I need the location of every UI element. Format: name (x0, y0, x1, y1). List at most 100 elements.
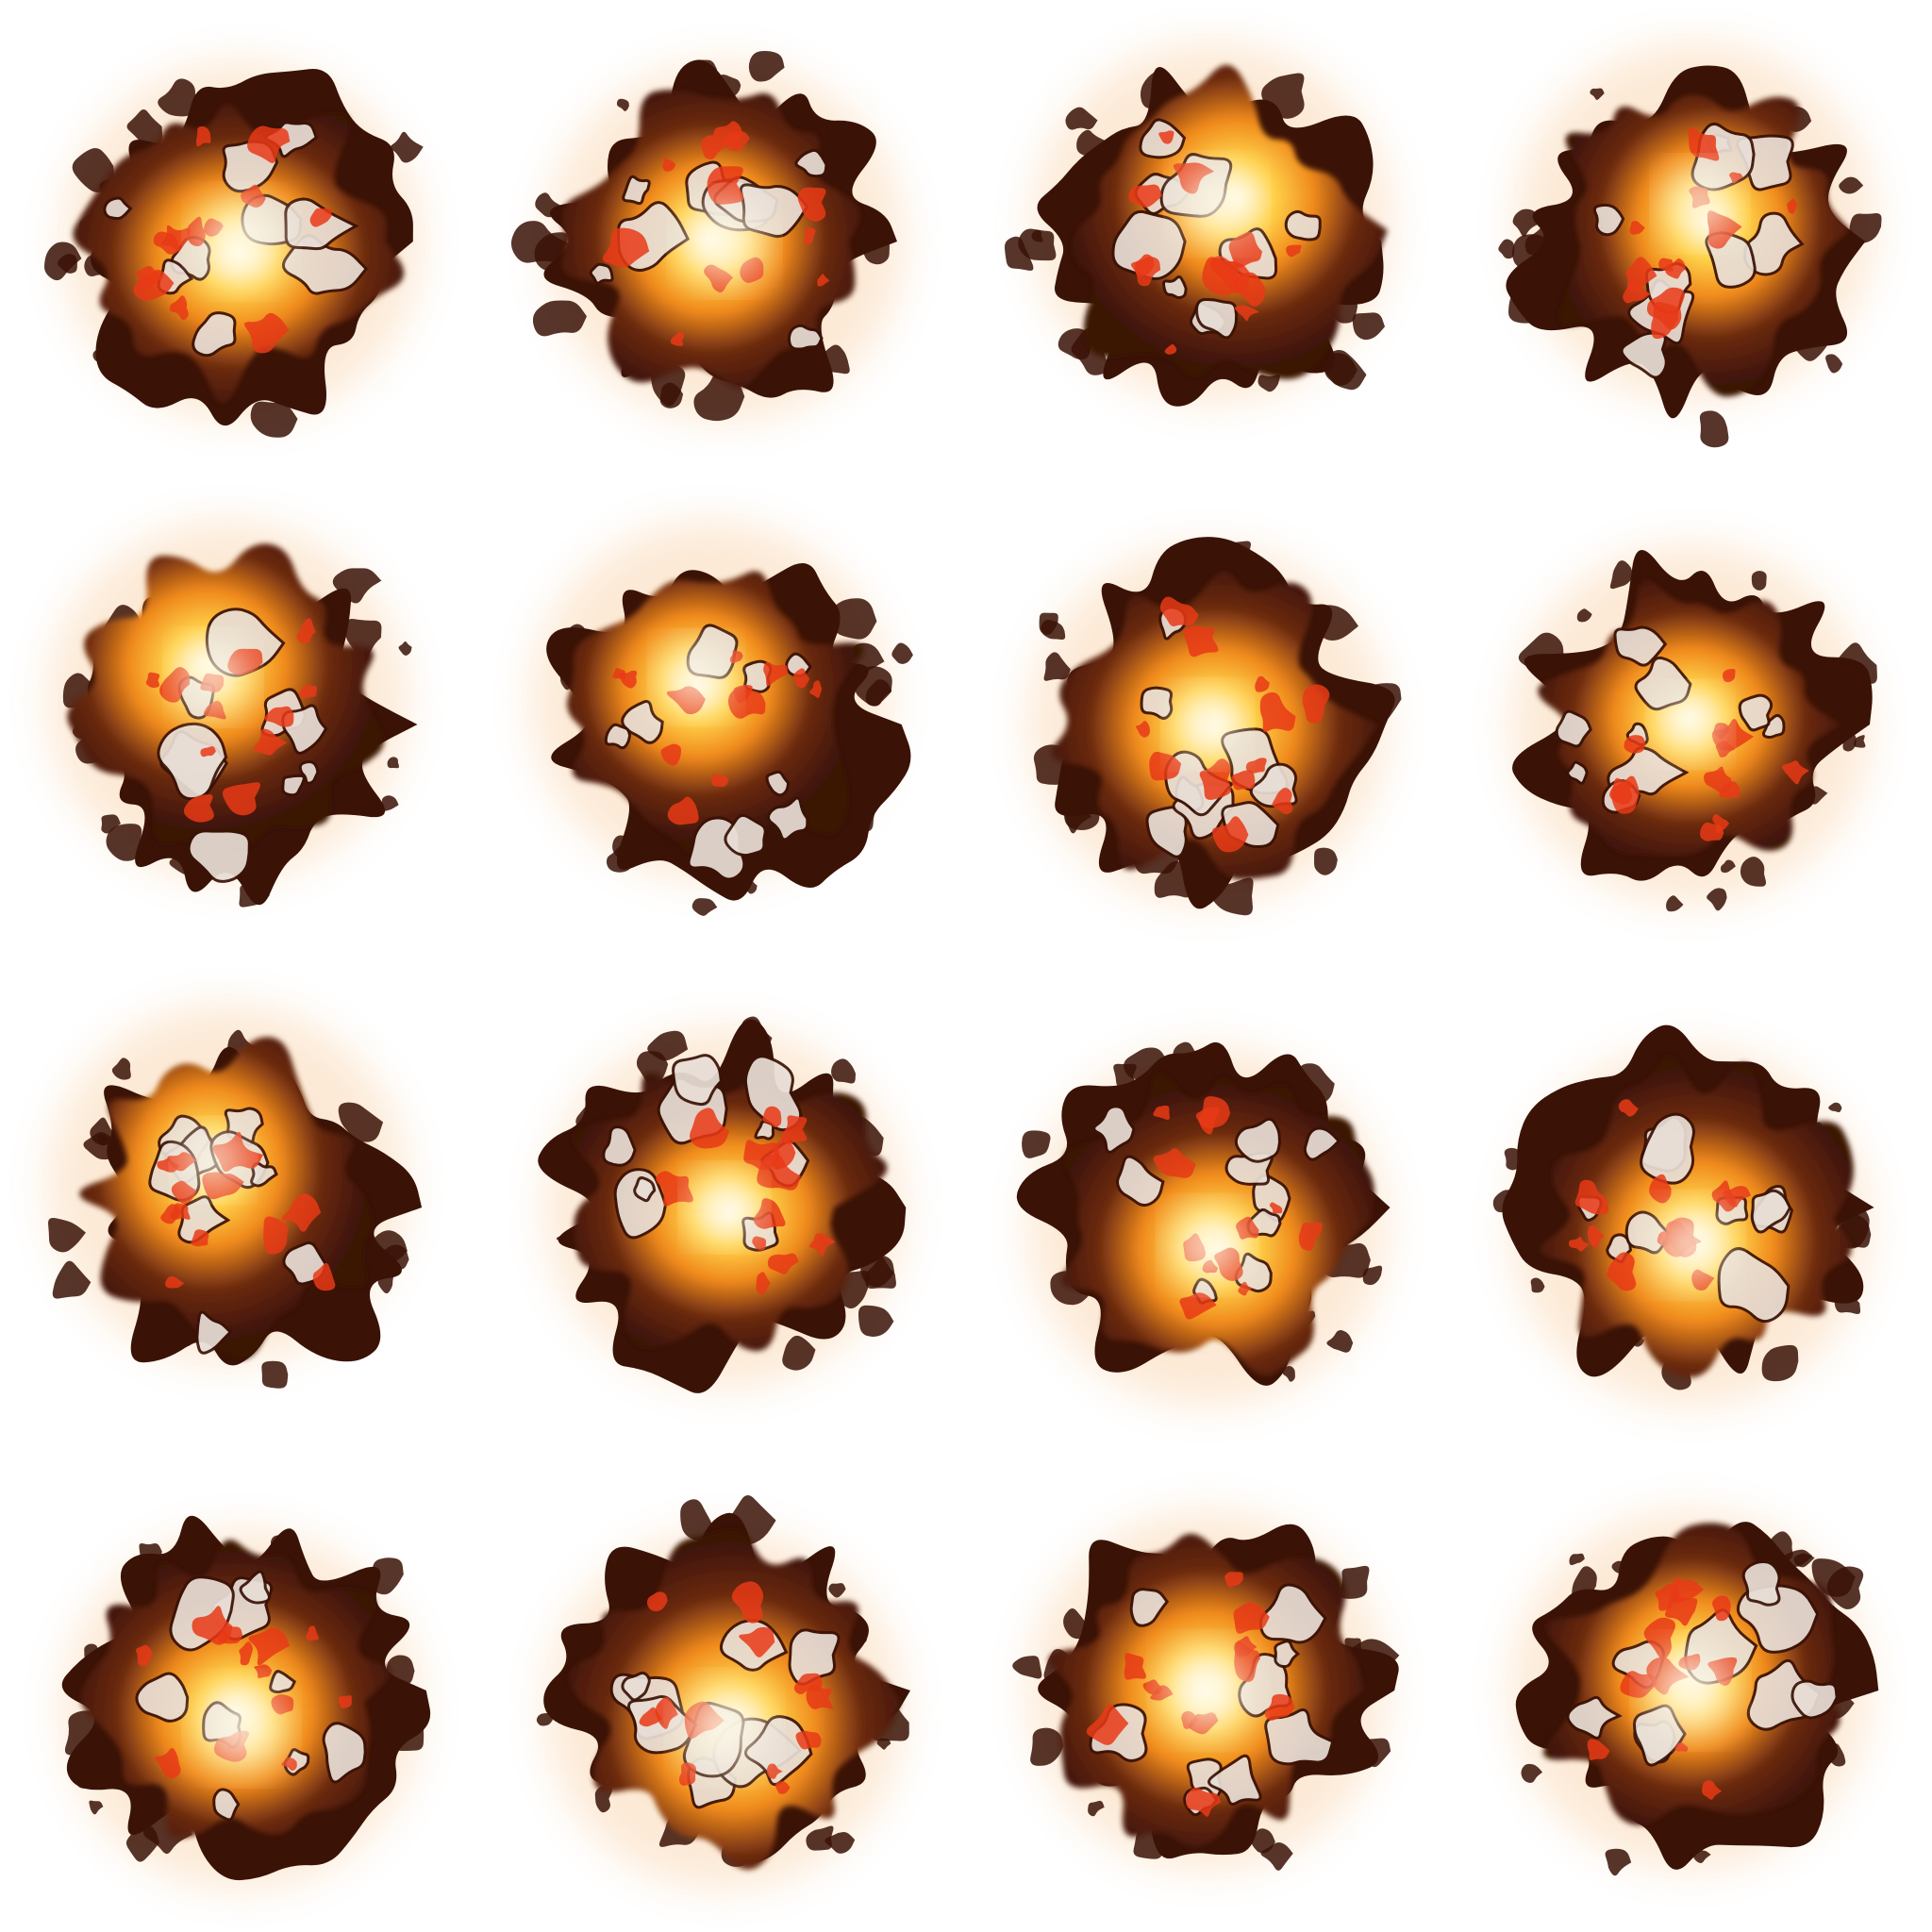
ember-patch (281, 1757, 297, 1772)
smoke-gap (298, 760, 320, 785)
ember-patch (153, 231, 179, 255)
ember-patch (767, 1253, 799, 1274)
explosion-frame-art (1492, 1024, 1874, 1406)
debris-chunk (1088, 1800, 1105, 1817)
ember-patch (338, 1695, 352, 1708)
debris-chunk (1022, 1130, 1051, 1158)
ember-patch (1150, 1685, 1174, 1701)
ember-patch (1719, 781, 1740, 799)
smoke-gap (1264, 1708, 1335, 1766)
smoke-gap (1195, 297, 1239, 340)
ember-patch (1136, 721, 1150, 738)
debris-chunk (126, 109, 163, 146)
debris-chunk (1666, 895, 1684, 912)
debris-chunk (1590, 88, 1605, 100)
debris-chunk (52, 1260, 92, 1299)
smoke-gap (794, 148, 828, 178)
debris-chunk (1251, 1828, 1275, 1854)
ember-patch (1272, 787, 1293, 815)
debris-chunk (1521, 1763, 1543, 1783)
debris-chunk (1326, 1330, 1354, 1353)
ember-patch (1153, 1148, 1196, 1178)
smoke-gap (1761, 713, 1786, 740)
ember-patch (753, 1198, 786, 1229)
explosion-frame-2 (483, 0, 966, 483)
debris-chunk (782, 1335, 816, 1371)
explosion-frame-10 (483, 966, 966, 1449)
debris-chunk (1569, 1553, 1585, 1566)
ember-patch (793, 668, 810, 689)
ember-patch (660, 743, 682, 766)
ember-patch (809, 680, 823, 698)
smoke-gap (1592, 203, 1625, 237)
debris-chunk (97, 1135, 109, 1146)
ember-patch (165, 1275, 185, 1289)
explosion-frame-12 (1449, 966, 1932, 1449)
debris-chunk (1043, 652, 1071, 681)
smoke-gap (187, 829, 251, 883)
debris-chunk (1076, 129, 1107, 156)
ember-patch (739, 1626, 775, 1657)
ember-patch (1587, 1225, 1605, 1248)
ember-patch (154, 1747, 181, 1779)
explosion-frame-1 (0, 0, 483, 483)
debris-chunk (1260, 1841, 1293, 1871)
hot-core (665, 646, 727, 708)
ember-patch (762, 1106, 782, 1127)
ember-patch (1658, 258, 1674, 272)
ember-patch (602, 227, 650, 268)
debris-chunk (106, 824, 142, 861)
ember-patch (646, 1591, 668, 1611)
explosion-frame-16 (1449, 1449, 1932, 1932)
ember-patch (1649, 1174, 1672, 1204)
debris-chunk (1707, 888, 1727, 911)
debris-chunk (858, 1305, 894, 1337)
smoke-gap (589, 262, 614, 285)
ember-patch (707, 166, 744, 205)
debris-chunk (1854, 735, 1866, 748)
debris-chunk (261, 1360, 289, 1389)
ember-patch (763, 661, 789, 687)
debris-chunk (891, 642, 913, 664)
debris-chunk (691, 898, 718, 916)
ember-patch (200, 746, 216, 758)
ember-patch (1302, 684, 1330, 724)
smoke-gap (1274, 1640, 1301, 1669)
ember-patch (700, 135, 726, 159)
smoke-gap (1750, 1189, 1792, 1234)
ember-patch (817, 274, 830, 287)
smoke-gap (765, 770, 791, 797)
hot-core (1183, 170, 1251, 238)
ember-patch (218, 1625, 243, 1644)
smoke-gap (622, 175, 651, 206)
explosion-frame-art (1012, 1511, 1400, 1871)
debris-chunk (748, 51, 785, 82)
debris-chunk (1018, 228, 1057, 261)
ember-patch (733, 685, 753, 704)
ember-patch (222, 782, 261, 816)
ember-patch (670, 331, 685, 346)
ember-patch (797, 187, 826, 222)
ember-patch (296, 618, 316, 644)
ember-patch (136, 265, 164, 291)
ember-patch (187, 216, 206, 247)
ember-patch (1259, 691, 1296, 733)
ember-patch (239, 1641, 253, 1666)
debris-chunk (1004, 236, 1034, 271)
ember-patch (247, 125, 291, 164)
explosion-frame-art (1028, 537, 1402, 916)
debris-chunk (1751, 571, 1767, 591)
smoke-gap (1790, 1679, 1839, 1720)
smoke-gap (787, 324, 824, 351)
explosion-frame-art (48, 1005, 423, 1389)
ember-patch (1228, 231, 1262, 269)
smoke-gap (195, 1310, 233, 1355)
smoke-gap (1741, 1559, 1781, 1607)
smoke-gap (1613, 625, 1668, 667)
debris-chunk (1352, 312, 1385, 341)
ember-patch (808, 1233, 836, 1257)
debris-chunk (1576, 608, 1592, 623)
ember-patch (1665, 258, 1686, 279)
ember-patch (678, 1762, 697, 1786)
